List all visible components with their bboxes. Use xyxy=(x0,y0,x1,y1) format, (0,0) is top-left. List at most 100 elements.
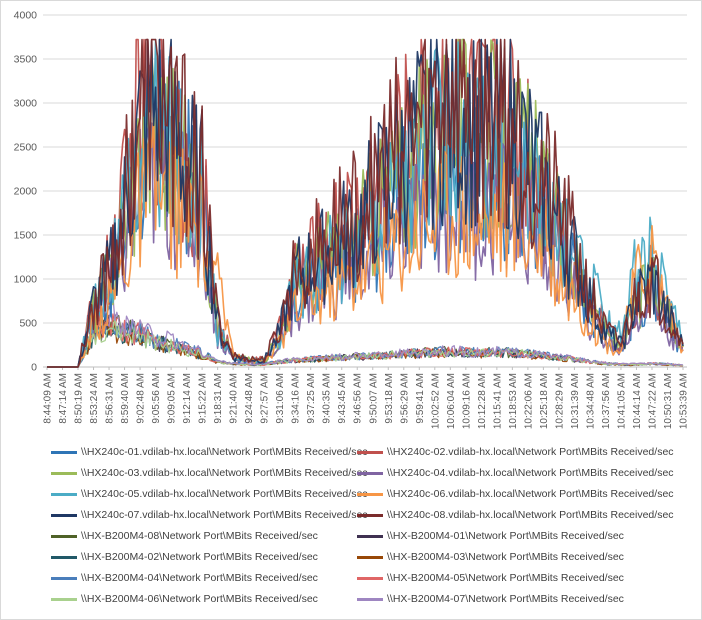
legend-item: \\HX-B200M4-08\Network Port\MBits Receiv… xyxy=(51,529,318,543)
series-line xyxy=(47,38,684,368)
x-tick-label: 9:15:22 AM xyxy=(198,373,209,424)
series-lines xyxy=(47,38,684,368)
legend-swatch xyxy=(357,471,383,475)
legend-item: \\HX240c-04.vdilab-hx.local\Network Port… xyxy=(357,466,674,480)
x-tick-label: 10:06:04 AM xyxy=(446,373,457,429)
legend-item: \\HX-B200M4-05\Network Port\MBits Receiv… xyxy=(357,571,624,585)
x-tick-label: 9:05:56 AM xyxy=(151,373,162,424)
x-tick-label: 9:18:31 AM xyxy=(213,373,224,424)
legend-swatch xyxy=(51,492,77,496)
x-tick-label: 10:09:16 AM xyxy=(461,373,472,429)
legend-swatch xyxy=(51,555,77,559)
x-tick-label: 9:46:56 AM xyxy=(353,373,364,424)
legend-swatch xyxy=(51,534,77,538)
legend-label: \\HX-B200M4-02\Network Port\MBits Receiv… xyxy=(81,551,318,563)
legend-swatch xyxy=(357,534,383,538)
x-tick-label: 9:27:57 AM xyxy=(260,373,271,424)
line-chart: 0 500 1000 1500 2000 2500 3000 3500 4000 8:44:09… xyxy=(14,10,690,430)
x-tick-label: 9:12:14 AM xyxy=(182,373,193,424)
y-tick-label: 2000 xyxy=(14,186,38,198)
x-tick-label: 10:15:41 AM xyxy=(492,373,503,429)
legend-swatch xyxy=(357,597,383,601)
x-tick-label: 8:47:14 AM xyxy=(58,373,69,424)
legend-swatch xyxy=(357,513,383,517)
x-tick-label: 9:37:25 AM xyxy=(306,373,317,424)
legend-item: \\HX-B200M4-02\Network Port\MBits Receiv… xyxy=(51,550,318,564)
y-tick-label: 3500 xyxy=(14,54,38,66)
x-tick-label: 10:31:39 AM xyxy=(570,373,581,429)
y-tick-label: 1000 xyxy=(14,274,38,286)
x-tick-label: 10:22:06 AM xyxy=(523,373,534,429)
x-tick-label: 9:56:29 AM xyxy=(399,373,410,424)
legend-swatch xyxy=(51,597,77,601)
legend-label: \\HX-B200M4-04\Network Port\MBits Receiv… xyxy=(81,572,318,584)
y-tick-label: 500 xyxy=(19,318,37,330)
x-tick-label: 9:24:48 AM xyxy=(244,373,255,424)
x-tick-label: 9:02:48 AM xyxy=(136,373,147,424)
legend-label: \\HX-B200M4-07\Network Port\MBits Receiv… xyxy=(387,593,624,605)
legend-label: \\HX240c-01.vdilab-hx.local\Network Port… xyxy=(81,446,368,458)
x-tick-label: 9:40:35 AM xyxy=(322,373,333,424)
legend-swatch xyxy=(51,576,77,580)
y-tick-label: 0 xyxy=(31,362,37,374)
legend-item: \\HX-B200M4-06\Network Port\MBits Receiv… xyxy=(51,592,318,606)
y-tick-label: 3000 xyxy=(14,98,38,110)
legend-item: \\HX240c-06.vdilab-hx.local\Network Port… xyxy=(357,487,674,501)
x-tick-label: 9:43:45 AM xyxy=(337,373,348,424)
x-tick-label: 10:53:39 AM xyxy=(679,373,690,429)
x-tick-label: 9:31:06 AM xyxy=(275,373,286,424)
x-tick-label: 9:09:05 AM xyxy=(167,373,178,424)
legend-swatch xyxy=(51,450,77,454)
legend-item: \\HX240c-03.vdilab-hx.local\Network Port… xyxy=(51,466,368,480)
x-tick-label: 9:34:16 AM xyxy=(291,373,302,424)
series-line xyxy=(47,38,684,368)
legend-label: \\HX-B200M4-03\Network Port\MBits Receiv… xyxy=(387,551,624,563)
x-tick-label: 10:18:53 AM xyxy=(508,373,519,429)
series-line xyxy=(47,294,684,368)
x-tick-label: 10:25:18 AM xyxy=(539,373,550,429)
series-line xyxy=(47,116,684,368)
legend-label: \\HX240c-02.vdilab-hx.local\Network Port… xyxy=(387,446,674,458)
y-tick-label: 2500 xyxy=(14,142,38,154)
x-tick-label: 10:44:14 AM xyxy=(632,373,643,429)
legend-label: \\HX-B200M4-06\Network Port\MBits Receiv… xyxy=(81,593,318,605)
y-tick-label: 1500 xyxy=(14,230,38,242)
x-tick-label: 9:50:07 AM xyxy=(368,373,379,424)
legend-item: \\HX240c-07.vdilab-hx.local\Network Port… xyxy=(51,508,368,522)
x-tick-label: 8:53:24 AM xyxy=(89,373,100,424)
x-tick-label: 10:34:48 AM xyxy=(585,373,596,429)
legend-label: \\HX-B200M4-05\Network Port\MBits Receiv… xyxy=(387,572,624,584)
legend-item: \\HX-B200M4-07\Network Port\MBits Receiv… xyxy=(357,592,624,606)
x-tick-label: 9:21:40 AM xyxy=(229,373,240,424)
legend-swatch xyxy=(357,450,383,454)
y-axis: 0 500 1000 1500 2000 2500 3000 3500 4000 xyxy=(14,10,38,374)
legend-item: \\HX240c-08.vdilab-hx.local\Network Port… xyxy=(357,508,674,522)
legend-swatch xyxy=(357,492,383,496)
x-tick-label: 10:28:29 AM xyxy=(554,373,565,429)
legend-swatch xyxy=(357,555,383,559)
x-axis: 8:44:09 AM 8:47:14 AM 8:50:19 AM 8:53:24 AM… xyxy=(43,367,690,429)
x-tick-label: 10:02:52 AM xyxy=(430,373,441,429)
x-tick-label: 10:12:28 AM xyxy=(477,373,488,429)
legend-label: \\HX-B200M4-08\Network Port\MBits Receiv… xyxy=(81,530,318,542)
x-tick-label: 8:56:31 AM xyxy=(105,373,116,424)
x-tick-label: 9:53:18 AM xyxy=(384,373,395,424)
legend-label: \\HX240c-06.vdilab-hx.local\Network Port… xyxy=(387,488,674,500)
x-tick-label: 10:41:05 AM xyxy=(616,373,627,429)
x-tick-label: 9:59:41 AM xyxy=(415,373,426,424)
legend-label: \\HX240c-03.vdilab-hx.local\Network Port… xyxy=(81,467,368,479)
legend-label: \\HX240c-05.vdilab-hx.local\Network Port… xyxy=(81,488,368,500)
legend-item: \\HX240c-01.vdilab-hx.local\Network Port… xyxy=(51,445,368,459)
x-tick-label: 8:50:19 AM xyxy=(74,373,85,424)
legend-item: \\HX-B200M4-03\Network Port\MBits Receiv… xyxy=(357,550,624,564)
legend-label: \\HX240c-04.vdilab-hx.local\Network Port… xyxy=(387,467,674,479)
x-tick-label: 10:47:22 AM xyxy=(647,373,658,429)
legend-label: \\HX240c-08.vdilab-hx.local\Network Port… xyxy=(387,509,674,521)
x-tick-label: 8:59:40 AM xyxy=(120,373,131,424)
legend-label: \\HX240c-07.vdilab-hx.local\Network Port… xyxy=(81,509,368,521)
legend-item: \\HX240c-05.vdilab-hx.local\Network Port… xyxy=(51,487,368,501)
legend-swatch xyxy=(51,513,77,517)
y-tick-label: 4000 xyxy=(14,10,38,22)
legend-item: \\HX-B200M4-01\Network Port\MBits Receiv… xyxy=(357,529,624,543)
